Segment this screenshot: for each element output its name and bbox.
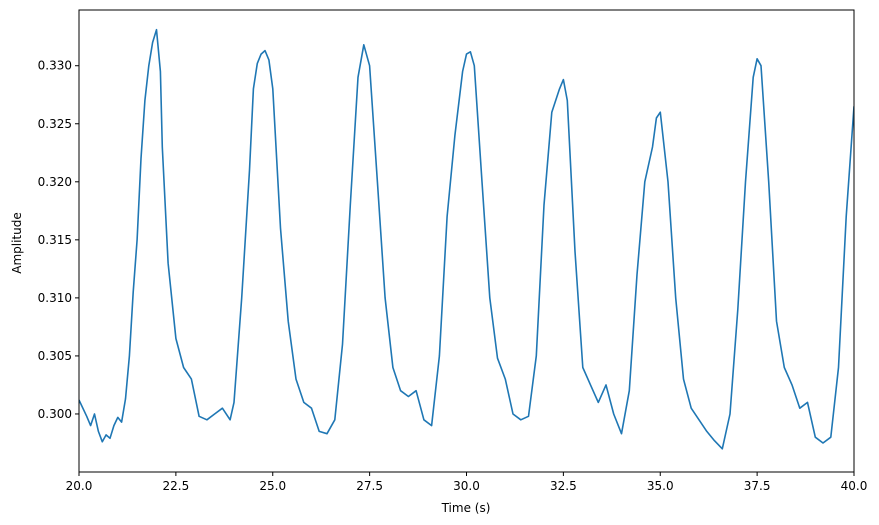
x-tick-label: 30.0 xyxy=(453,479,480,493)
y-tick-label: 0.310 xyxy=(38,291,72,305)
x-axis-label: Time (s) xyxy=(441,501,491,515)
series-line-0 xyxy=(79,28,854,450)
y-tick-label: 0.320 xyxy=(38,175,72,189)
y-tick-label: 0.330 xyxy=(38,59,72,73)
x-tick-label: 25.0 xyxy=(259,479,286,493)
y-tick-label: 0.305 xyxy=(38,349,72,363)
x-tick-label: 22.5 xyxy=(163,479,190,493)
x-tick-label: 20.0 xyxy=(66,479,93,493)
x-tick-label: 32.5 xyxy=(550,479,577,493)
y-tick-label: 0.325 xyxy=(38,117,72,131)
axes: 20.0 22.5 25.0 27.5 30.0 32.5 35.0 37.5 40.0 0.30… xyxy=(38,9,868,493)
y-axis-label: Amplitude xyxy=(10,212,24,274)
x-tick-label: 37.5 xyxy=(744,479,771,493)
x-tick-label: 27.5 xyxy=(356,479,383,493)
y-tick-label: 0.300 xyxy=(38,407,72,421)
plot-area xyxy=(79,28,854,450)
y-tick-label: 0.315 xyxy=(38,233,72,247)
x-tick-label: 40.0 xyxy=(841,479,868,493)
x-tick-label: 35.0 xyxy=(647,479,674,493)
